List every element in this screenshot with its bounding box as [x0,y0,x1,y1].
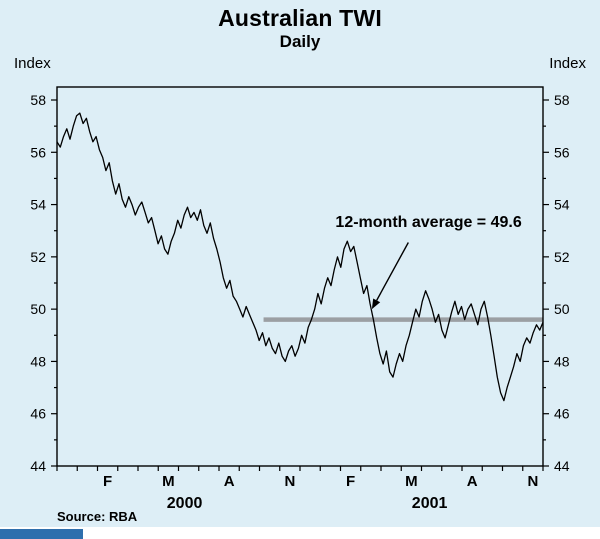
svg-text:M: M [405,473,418,490]
bottom-strip [0,527,600,539]
svg-text:44: 44 [554,458,570,474]
y-axis-unit-left: Index [14,55,51,72]
svg-text:54: 54 [554,197,570,213]
svg-text:A: A [224,473,235,490]
svg-text:F: F [103,473,112,490]
svg-text:2000: 2000 [167,495,203,512]
svg-text:A: A [467,473,478,490]
y-axis-unit-right: Index [549,55,586,72]
svg-text:2001: 2001 [412,495,448,512]
svg-text:12-month average = 49.6: 12-month average = 49.6 [335,214,521,231]
svg-text:58: 58 [554,92,570,108]
svg-text:56: 56 [554,144,570,160]
source-note: Source: RBA [57,509,138,524]
footer-bar [0,529,83,539]
svg-text:52: 52 [30,249,46,265]
svg-text:46: 46 [30,406,46,422]
svg-text:50: 50 [30,301,46,317]
svg-text:M: M [162,473,175,490]
chart-title: Australian TWI [218,5,382,31]
svg-text:58: 58 [30,92,46,108]
svg-text:52: 52 [554,249,570,265]
svg-text:48: 48 [554,353,570,369]
svg-text:46: 46 [554,406,570,422]
svg-text:48: 48 [30,353,46,369]
svg-text:56: 56 [30,144,46,160]
svg-text:44: 44 [30,458,46,474]
chart-subtitle: Daily [279,32,321,51]
svg-text:N: N [284,473,295,490]
svg-text:54: 54 [30,197,46,213]
svg-text:N: N [527,473,538,490]
svg-text:F: F [346,473,355,490]
svg-text:50: 50 [554,301,570,317]
